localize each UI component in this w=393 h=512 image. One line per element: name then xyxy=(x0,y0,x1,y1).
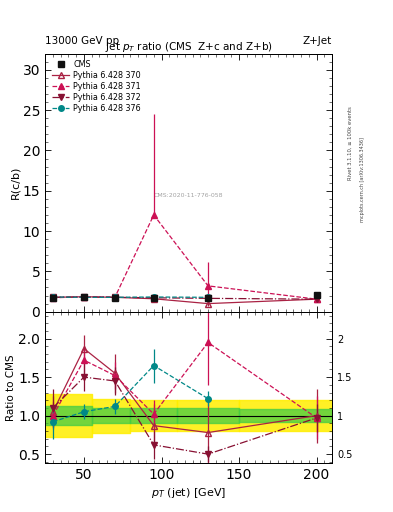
Y-axis label: R(c/b): R(c/b) xyxy=(10,166,20,199)
X-axis label: $p_T$ (jet) [GeV]: $p_T$ (jet) [GeV] xyxy=(151,486,226,500)
Y-axis label: Ratio to CMS: Ratio to CMS xyxy=(6,354,16,421)
Text: Rivet 3.1.10, ≥ 100k events: Rivet 3.1.10, ≥ 100k events xyxy=(348,106,353,180)
Text: 13000 GeV pp: 13000 GeV pp xyxy=(45,36,119,46)
Text: CMS:2020-11-776-058: CMS:2020-11-776-058 xyxy=(154,193,223,198)
Text: mcplots.cern.ch [arXiv:1306.3436]: mcplots.cern.ch [arXiv:1306.3436] xyxy=(360,137,365,222)
Text: Z+Jet: Z+Jet xyxy=(303,36,332,46)
Title: Jet $p_T$ ratio (CMS  Z+c and Z+b): Jet $p_T$ ratio (CMS Z+c and Z+b) xyxy=(105,39,272,54)
Legend: CMS, Pythia 6.428 370, Pythia 6.428 371, Pythia 6.428 372, Pythia 6.428 376: CMS, Pythia 6.428 370, Pythia 6.428 371,… xyxy=(49,58,143,116)
